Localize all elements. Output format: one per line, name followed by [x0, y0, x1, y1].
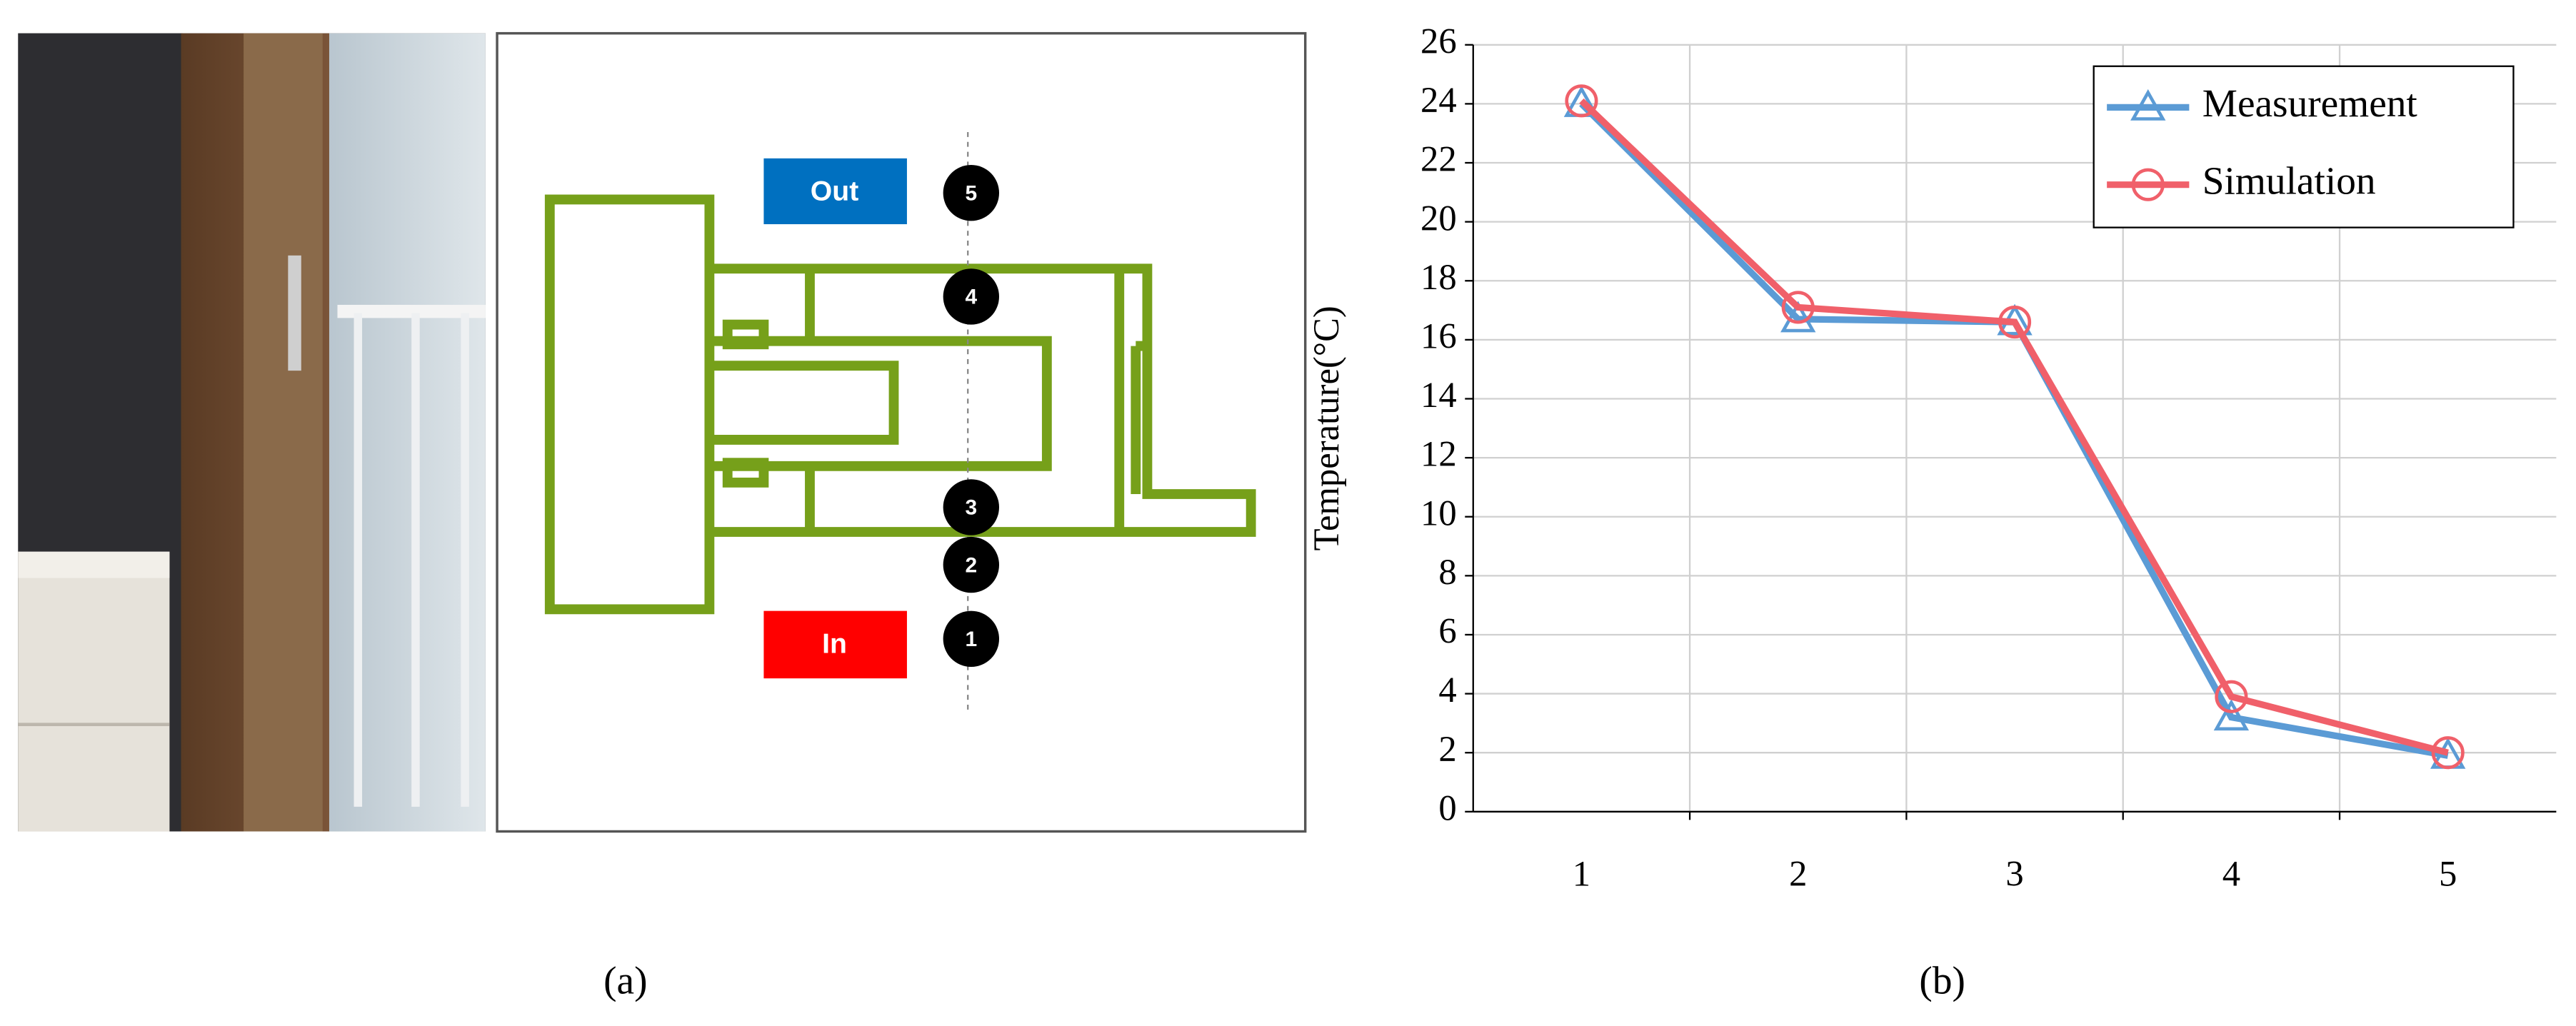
- marker: [2215, 680, 2248, 713]
- point-marker: [943, 536, 1000, 593]
- y-tick-label: 22: [1420, 139, 1457, 179]
- point-label: 5: [965, 181, 977, 205]
- y-tick-label: 12: [1420, 434, 1457, 474]
- y-tick-label: 26: [1420, 21, 1457, 61]
- y-tick-label: 18: [1420, 257, 1457, 297]
- x-tick-label: 2: [1789, 854, 1807, 894]
- point-marker: [943, 268, 1000, 325]
- panel-label: (a): [603, 959, 647, 1002]
- y-axis-label: Temperature(°C): [1306, 306, 1346, 550]
- point-label: 4: [965, 286, 977, 309]
- point-label: 1: [965, 628, 977, 651]
- x-tick-label: 5: [2439, 854, 2457, 894]
- marker: [2213, 699, 2250, 731]
- legend-box: [2093, 65, 2515, 228]
- y-tick-label: 6: [1438, 611, 1456, 651]
- x-tick-label: 1: [1573, 854, 1590, 894]
- point-label: 2: [965, 553, 977, 577]
- marker: [1998, 306, 2032, 339]
- marker: [2130, 89, 2166, 121]
- marker: [1781, 291, 1815, 324]
- y-tick-label: 0: [1438, 788, 1456, 828]
- legend-label: Measurement: [2202, 81, 2418, 125]
- marker: [1780, 301, 1816, 333]
- panel-label: (b): [1919, 959, 1965, 1002]
- marker: [2131, 168, 2165, 201]
- legend-label: Simulation: [2202, 159, 2376, 202]
- out-label: Out: [811, 176, 858, 207]
- marker: [1565, 84, 1598, 118]
- y-tick-label: 2: [1438, 729, 1456, 769]
- y-tick-label: 8: [1438, 552, 1456, 592]
- point-label: 3: [965, 496, 977, 520]
- point-marker: [943, 165, 1000, 221]
- photo: [18, 33, 486, 832]
- y-tick-label: 14: [1420, 375, 1457, 415]
- x-tick-label: 3: [2005, 854, 2023, 894]
- diagram: Out In 5 4 3 2 1: [496, 31, 1307, 833]
- y-tick-label: 24: [1420, 80, 1457, 120]
- y-tick-label: 4: [1438, 670, 1456, 710]
- marker: [2431, 736, 2465, 770]
- in-label: In: [822, 628, 847, 659]
- y-tick-label: 10: [1420, 493, 1457, 533]
- point-marker: [943, 610, 1000, 667]
- y-tick-label: 20: [1420, 198, 1457, 238]
- y-tick-label: 16: [1420, 316, 1457, 356]
- point-marker: [943, 479, 1000, 535]
- x-tick-label: 4: [2222, 854, 2240, 894]
- series-line: [1579, 98, 2449, 756]
